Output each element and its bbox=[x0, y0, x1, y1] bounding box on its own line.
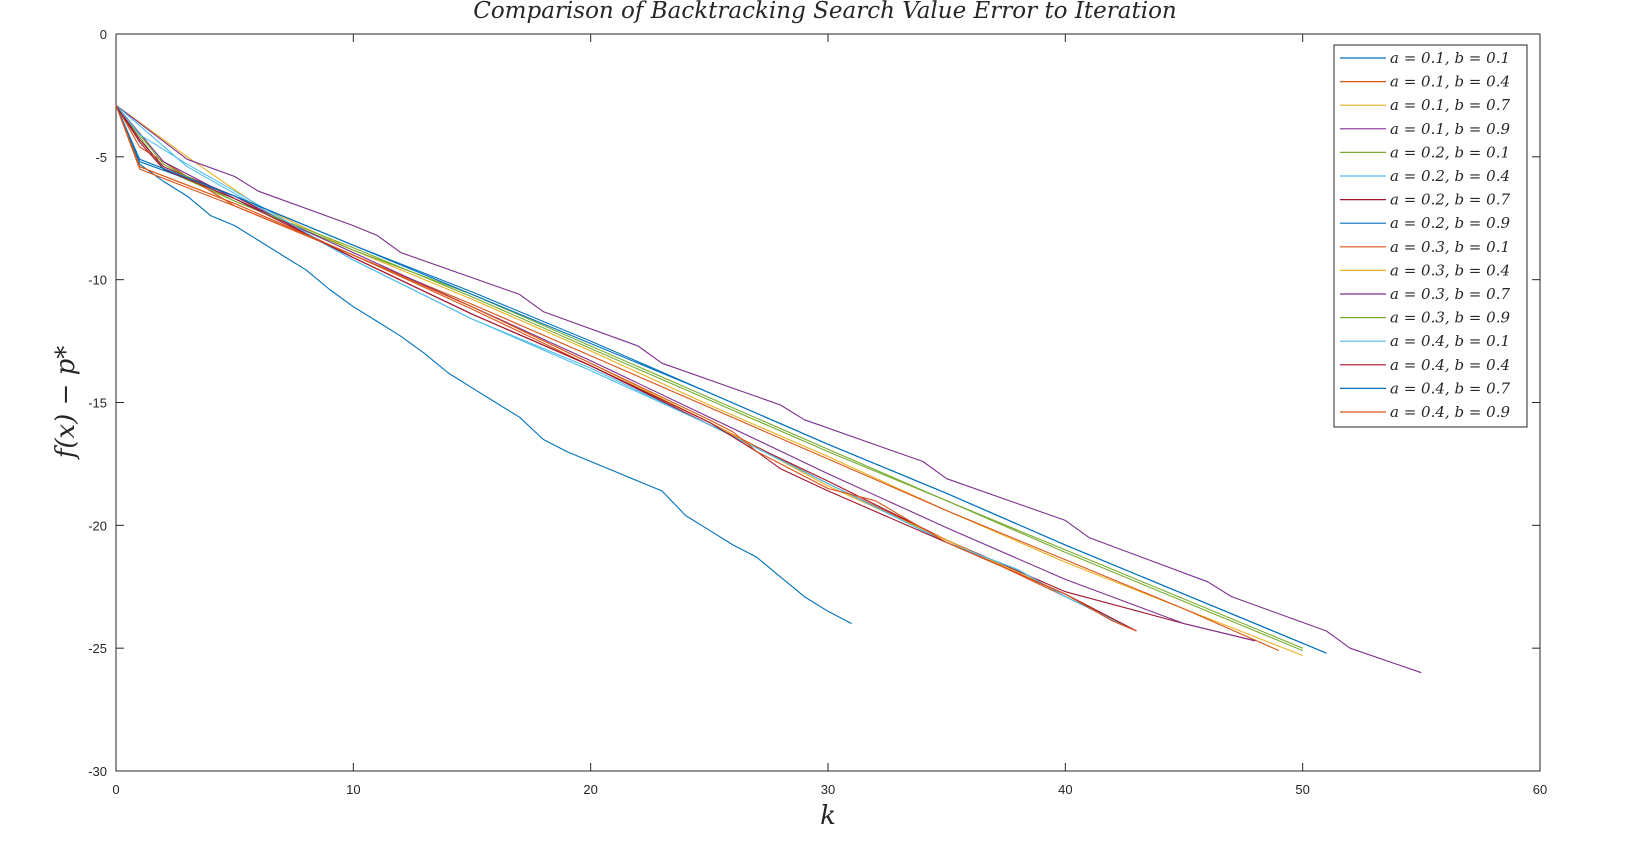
y-tick-label: -5 bbox=[95, 150, 107, 165]
legend-label: a = 0.4, b = 0.4 bbox=[1390, 356, 1510, 374]
legend-label: a = 0.2, b = 0.7 bbox=[1390, 191, 1510, 209]
plot-area-frame bbox=[115, 33, 1541, 772]
y-axis-label: f(x) − p* bbox=[51, 346, 81, 461]
y-tick-label: -10 bbox=[88, 273, 107, 288]
legend-label: a = 0.4, b = 0.9 bbox=[1390, 403, 1510, 421]
legend-label: a = 0.2, b = 0.4 bbox=[1390, 167, 1510, 185]
x-tick-label: 0 bbox=[112, 782, 119, 797]
legend-label: a = 0.1, b = 0.9 bbox=[1390, 120, 1510, 138]
legend-label: a = 0.2, b = 0.9 bbox=[1390, 214, 1510, 232]
series-line-8 bbox=[115, 104, 1327, 654]
legend-label: a = 0.4, b = 0.1 bbox=[1390, 332, 1510, 350]
series-line-15 bbox=[115, 104, 1327, 654]
x-tick-label: 60 bbox=[1533, 782, 1547, 797]
legend-item: a = 0.3, b = 0.9 bbox=[1340, 309, 1510, 327]
legend-item: a = 0.4, b = 0.4 bbox=[1340, 356, 1510, 374]
legend-item: a = 0.3, b = 0.7 bbox=[1340, 285, 1510, 303]
legend: a = 0.1, b = 0.1 a = 0.1, b = 0.4 a = 0.1,… bbox=[1333, 44, 1528, 428]
series-line-13 bbox=[115, 104, 1137, 632]
legend-items: a = 0.1, b = 0.1 a = 0.1, b = 0.4 a = 0.1,… bbox=[1340, 49, 1510, 421]
legend-item: a = 0.2, b = 0.1 bbox=[1340, 143, 1510, 161]
legend-label: a = 0.3, b = 0.7 bbox=[1390, 285, 1510, 303]
series-line-14 bbox=[115, 104, 1137, 632]
series-line-1 bbox=[115, 104, 852, 625]
series-lines bbox=[115, 104, 1422, 674]
chart-title: Comparison of Backtracking Search Value … bbox=[473, 0, 1177, 24]
legend-item: a = 0.4, b = 0.7 bbox=[1340, 379, 1510, 397]
y-tick-label: 0 bbox=[100, 27, 107, 42]
legend-item: a = 0.1, b = 0.7 bbox=[1340, 96, 1510, 114]
legend-item: a = 0.2, b = 0.4 bbox=[1340, 167, 1510, 185]
legend-item: a = 0.4, b = 0.1 bbox=[1340, 332, 1510, 350]
series-line-4 bbox=[115, 104, 1422, 674]
x-axis-ticks: 0 10 20 30 40 50 60 bbox=[112, 34, 1547, 797]
legend-item: a = 0.1, b = 0.9 bbox=[1340, 120, 1510, 138]
legend-item: a = 0.1, b = 0.1 bbox=[1340, 49, 1510, 67]
legend-label: a = 0.4, b = 0.7 bbox=[1390, 379, 1510, 397]
series-line-12 bbox=[115, 104, 1303, 652]
legend-label: a = 0.2, b = 0.1 bbox=[1390, 143, 1510, 161]
x-tick-label: 20 bbox=[583, 782, 597, 797]
x-axis-label: k bbox=[820, 801, 836, 831]
legend-label: a = 0.1, b = 0.4 bbox=[1390, 73, 1510, 91]
legend-label: a = 0.3, b = 0.1 bbox=[1390, 238, 1510, 256]
legend-box bbox=[1333, 44, 1528, 428]
series-line-16 bbox=[115, 105, 1137, 632]
series-line-5 bbox=[115, 104, 1303, 649]
x-tick-label: 40 bbox=[1058, 782, 1072, 797]
y-tick-label: -20 bbox=[88, 518, 107, 533]
y-tick-label: -30 bbox=[88, 764, 107, 779]
legend-item: a = 0.3, b = 0.1 bbox=[1340, 238, 1510, 256]
y-tick-label: -25 bbox=[88, 641, 107, 656]
legend-item: a = 0.3, b = 0.4 bbox=[1340, 261, 1510, 279]
series-line-11 bbox=[115, 104, 1256, 642]
y-tick-label: -15 bbox=[88, 396, 107, 411]
series-line-6 bbox=[115, 104, 1137, 632]
x-tick-label: 50 bbox=[1295, 782, 1309, 797]
legend-label: a = 0.1, b = 0.7 bbox=[1390, 96, 1510, 114]
legend-item: a = 0.1, b = 0.4 bbox=[1340, 73, 1510, 91]
legend-label: a = 0.3, b = 0.9 bbox=[1390, 309, 1510, 327]
series-line-10 bbox=[115, 105, 1137, 632]
series-line-9 bbox=[115, 104, 1280, 652]
x-tick-label: 10 bbox=[346, 782, 360, 797]
legend-item: a = 0.2, b = 0.7 bbox=[1340, 191, 1510, 209]
legend-item: a = 0.4, b = 0.9 bbox=[1340, 403, 1510, 421]
legend-item: a = 0.2, b = 0.9 bbox=[1340, 214, 1510, 232]
y-axis-ticks: 0 -5 -10 -15 -20 -25 -30 bbox=[88, 27, 1540, 779]
series-line-2 bbox=[115, 105, 1137, 632]
x-tick-label: 30 bbox=[821, 782, 835, 797]
legend-label: a = 0.1, b = 0.1 bbox=[1390, 49, 1510, 67]
legend-label: a = 0.3, b = 0.4 bbox=[1390, 261, 1510, 279]
